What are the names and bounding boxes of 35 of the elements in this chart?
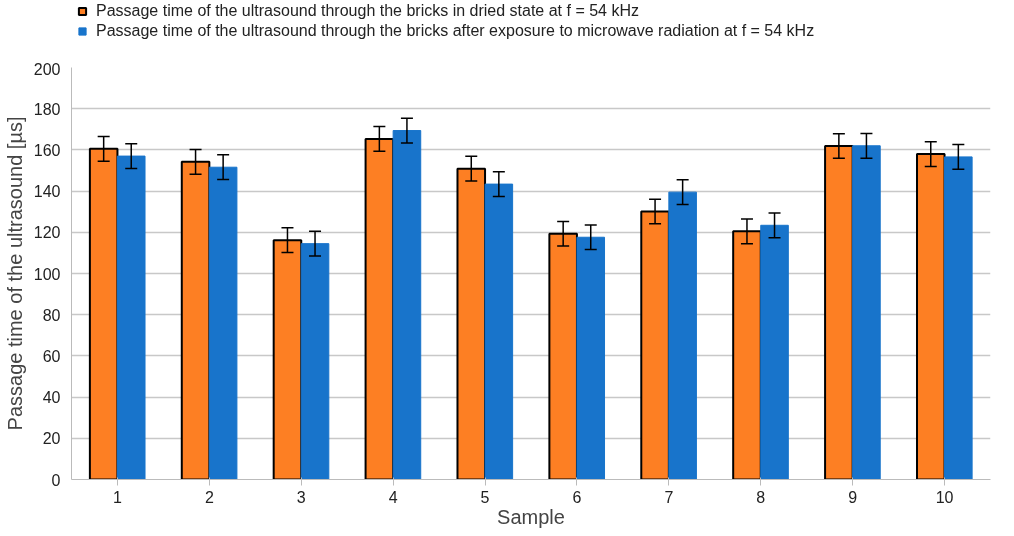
bar [300, 243, 330, 480]
x-tick-label: 9 [848, 488, 858, 506]
y-tick-label: 160 [33, 141, 61, 159]
bar [852, 145, 881, 480]
x-tick-label: 4 [388, 488, 398, 506]
y-tick-label: 140 [33, 183, 61, 201]
bar [484, 183, 514, 480]
bar [576, 236, 606, 480]
bar [116, 155, 146, 480]
y-tick-label: 120 [33, 224, 61, 242]
x-tick-label: 2 [204, 488, 214, 506]
y-axis-title: Passage time of the ultrasound [µs] [3, 116, 26, 431]
y-tick-label: 180 [33, 100, 61, 118]
x-axis-title: Sample [497, 505, 565, 528]
bar [668, 191, 697, 480]
x-tick-label: 8 [756, 488, 766, 506]
y-tick-label: 60 [42, 347, 61, 365]
bar [392, 130, 422, 480]
y-tick-label: 100 [33, 265, 61, 283]
y-tick-label: 80 [42, 306, 61, 324]
x-tick-label: 1 [113, 488, 122, 506]
y-tick-label: 0 [51, 471, 61, 489]
y-tick-label: 200 [33, 60, 61, 78]
x-tick-label: 5 [480, 488, 490, 506]
x-tick-label: 10 [935, 488, 954, 506]
legend-label: Passage time of the ultrasound through the bricks in dried state at f = 54 kHz [96, 2, 639, 20]
x-tick-label: 3 [296, 488, 306, 506]
bar [208, 166, 238, 480]
x-tick-label: 7 [664, 488, 674, 506]
legend-label: Passage time of the ultrasound through the bricks after exposure to microwave radiation at f = 54 kHz [96, 22, 815, 40]
bar [760, 224, 789, 480]
y-tick-label: 20 [42, 430, 61, 448]
x-tick-label: 6 [572, 488, 582, 506]
y-tick-label: 40 [42, 389, 61, 407]
bar [944, 156, 973, 480]
